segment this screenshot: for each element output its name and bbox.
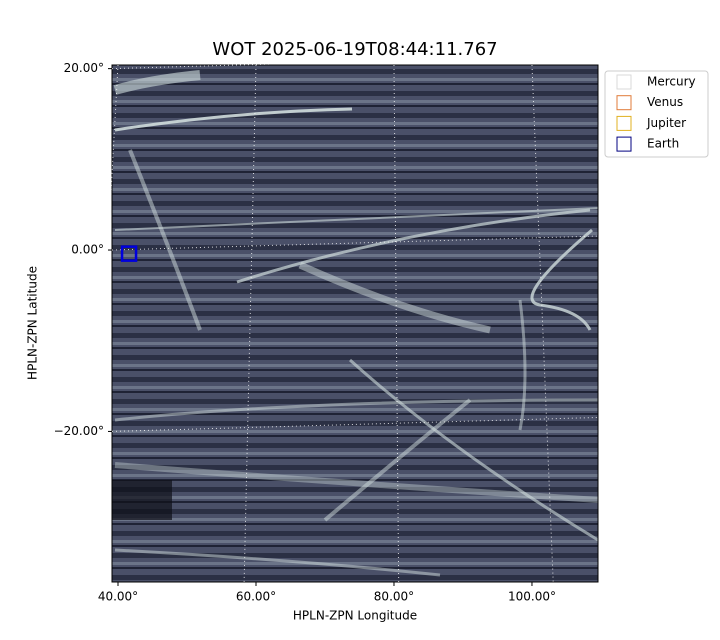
earth-marker: [120, 245, 138, 262]
x-tick-label: 80.00°: [374, 590, 414, 604]
chart-title: WOT 2025-06-19T08:44:11.767: [212, 39, 497, 60]
legend-swatch: [616, 95, 632, 111]
legend-swatch: [616, 115, 632, 131]
y-axis-label: HPLN-ZPN Latitude: [26, 266, 40, 380]
legend-label: Mercury: [647, 75, 696, 89]
y-tick-label: −20.00°: [54, 424, 104, 438]
x-tick-label: 40.00°: [98, 590, 138, 604]
legend-swatch: [616, 74, 632, 90]
plot-frame: [111, 64, 599, 583]
sky-image: [112, 65, 599, 582]
legend: [604, 70, 709, 158]
legend-swatch: [616, 136, 632, 152]
y-tick-label: 0.00°: [71, 243, 104, 257]
x-tick-label: 100.00°: [508, 590, 556, 604]
legend-label: Venus: [647, 95, 683, 109]
y-tick-label: 20.00°: [64, 61, 104, 75]
x-axis-label: HPLN-ZPN Longitude: [293, 609, 417, 623]
legend-label: Jupiter: [646, 116, 686, 130]
legend-label: Earth: [647, 137, 679, 151]
x-tick-label: 60.00°: [236, 590, 276, 604]
